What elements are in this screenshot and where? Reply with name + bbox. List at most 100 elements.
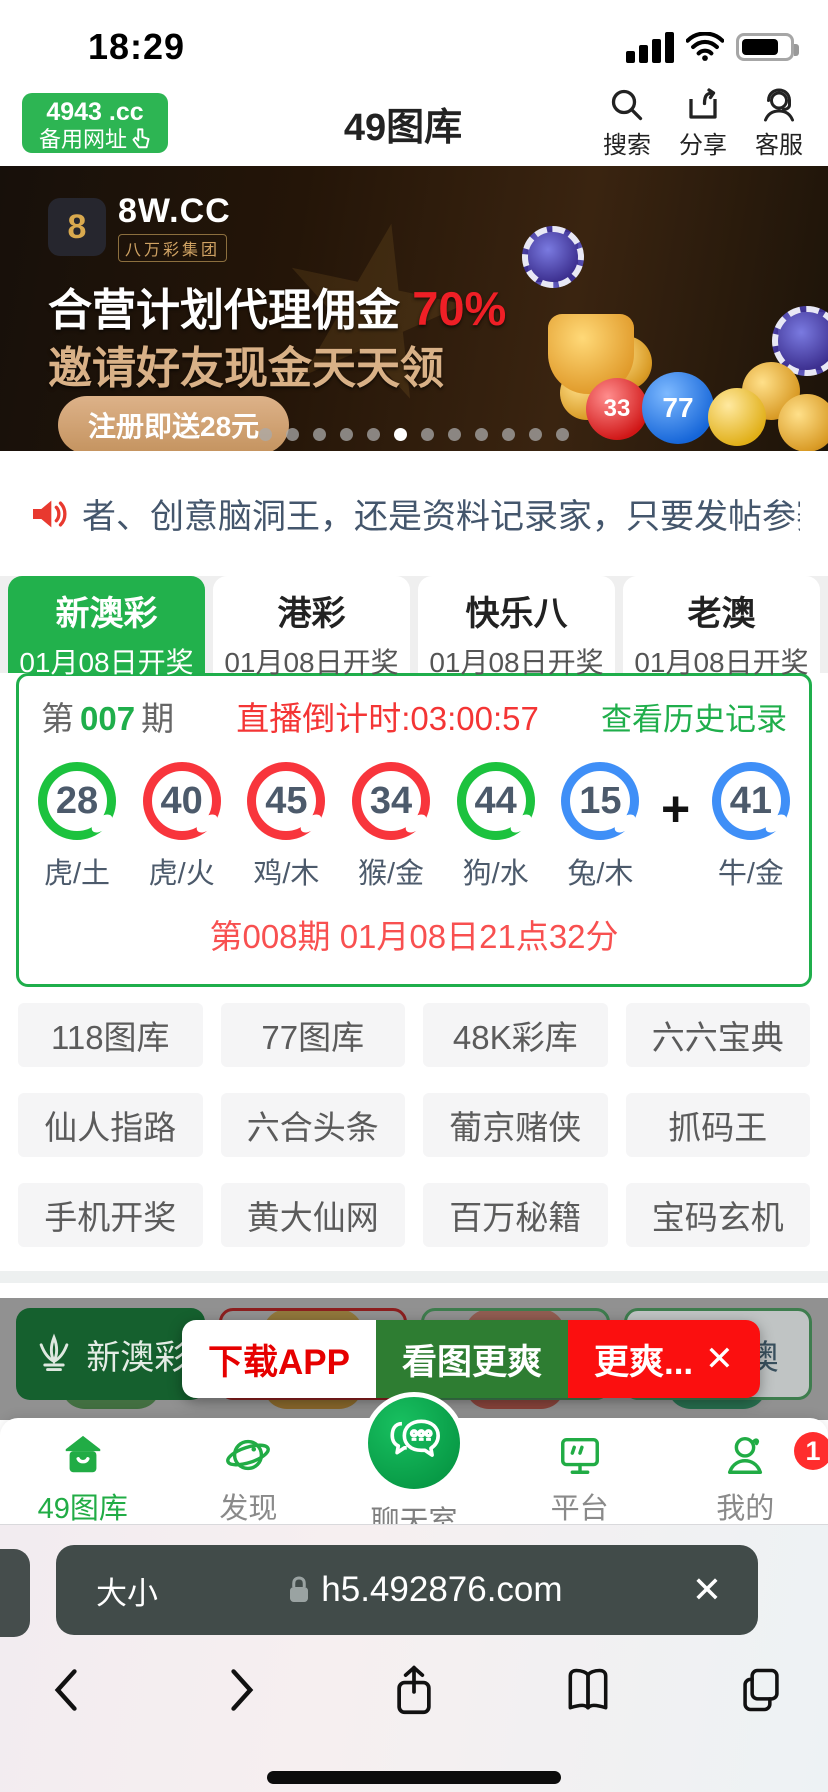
gold-coin-decor xyxy=(778,394,828,451)
brand-card-xinaocai[interactable]: 新澳彩 xyxy=(16,1308,205,1400)
tabs-button[interactable] xyxy=(738,1664,784,1716)
link-pujingduxia[interactable]: 葡京赌侠 xyxy=(423,1093,608,1157)
share-button[interactable]: 分享 xyxy=(676,87,730,160)
tab-gangcai[interactable]: 港彩 01月08日开奖 xyxy=(213,576,410,678)
tab-kuaileba[interactable]: 快乐八 01月08日开奖 xyxy=(418,576,615,678)
link-baiwanmiji[interactable]: 百万秘籍 xyxy=(423,1183,608,1247)
lotus-icon xyxy=(39,1333,69,1372)
lottery-ball-decor xyxy=(708,388,766,446)
wifi-icon xyxy=(686,32,724,61)
tab-laoao[interactable]: 老澳 01月08日开奖 xyxy=(623,576,820,678)
share-icon xyxy=(689,87,717,119)
forward-button[interactable] xyxy=(218,1664,264,1716)
ball-5: 44 狗/水 xyxy=(452,762,540,892)
address-bar[interactable]: 大小 h5.492876.com ✕ xyxy=(56,1545,758,1635)
carousel-dots[interactable] xyxy=(0,428,828,441)
customer-service-label: 客服 xyxy=(755,131,803,159)
nav-platform[interactable]: 平台 xyxy=(497,1432,663,1527)
link-shoujikaijiang[interactable]: 手机开奖 xyxy=(18,1183,203,1247)
battery-icon xyxy=(736,33,799,61)
backup-url-button[interactable]: 4943 .cc 备用网址 xyxy=(22,93,168,153)
marquee-text: 者、创意脑洞王，还是资料记录家，只要发帖参赛项目就有机会赢取丰厚奖励 xyxy=(82,498,800,536)
link-zhuamawang[interactable]: 抓码王 xyxy=(625,1093,810,1157)
notification-badge: 1 xyxy=(794,1432,828,1470)
plus-sign: + xyxy=(661,781,691,837)
site-header: 4943 .cc 备用网址 49图库 搜索 分享 客服 xyxy=(0,80,828,166)
promo-banner[interactable]: ★ 8 8W.CC 八万彩集团 合营计划代理佣金 70% 邀请好友现金天天领 注… xyxy=(0,166,828,451)
section-divider xyxy=(0,1271,828,1283)
safari-bottom-chrome: 大小 h5.492876.com ✕ xyxy=(0,1524,828,1792)
share-label: 分享 xyxy=(679,131,727,159)
url-text: h5.492876.com xyxy=(321,1570,563,1609)
home-indicator[interactable] xyxy=(267,1771,561,1784)
ball-1: 28 虎/土 xyxy=(33,762,121,892)
clock: 18:29 xyxy=(88,26,186,67)
search-label: 搜索 xyxy=(603,131,651,159)
bookmarks-button[interactable] xyxy=(565,1664,611,1716)
lottery-ball-decor: 33 xyxy=(586,378,648,440)
link-118tuku[interactable]: 118图库 xyxy=(18,1003,203,1067)
banner-subheadline: 邀请好友现金天天领 xyxy=(48,344,444,393)
page-title: 49图库 xyxy=(343,106,463,149)
commission-percent: 70% xyxy=(412,282,507,335)
signal-icon xyxy=(626,31,674,63)
link-48kcaiku[interactable]: 48K彩库 xyxy=(423,1003,608,1067)
brand-logo-icon: 8 xyxy=(48,198,106,256)
nav-49tuku[interactable]: 49图库 xyxy=(0,1432,166,1527)
home-gallery-icon xyxy=(65,1435,101,1473)
result-balls: 28 虎/土 40 虎/火 45 鸡/木 34 猴/金 44 狗/水 15 兔/木 + 41… xyxy=(29,762,799,892)
ball-2: 40 虎/火 xyxy=(138,762,226,892)
dismiss-banner-button[interactable]: 更爽... ✕ xyxy=(567,1320,760,1398)
stop-loading-button[interactable]: ✕ xyxy=(691,1569,722,1610)
ball-3: 45 鸡/木 xyxy=(242,762,330,892)
close-icon[interactable]: ✕ xyxy=(705,1340,734,1378)
link-xianrenzhilu[interactable]: 仙人指路 xyxy=(18,1093,203,1157)
quick-links-grid: 118图库 77图库 48K彩库 六六宝典 仙人指路 六合头条 葡京赌侠 抓码王… xyxy=(18,1003,810,1271)
ball-4: 34 猴/金 xyxy=(347,762,435,892)
download-app-bar: 下载APP 看图更爽 更爽... ✕ xyxy=(182,1320,760,1398)
nav-chatroom-button[interactable] xyxy=(363,1392,465,1494)
tab-xinaocai[interactable]: 新澳彩 01月08日开奖 xyxy=(8,576,205,678)
backup-url: 4943 .cc xyxy=(46,98,144,126)
nav-profile[interactable]: 我的 xyxy=(662,1432,828,1527)
backup-url-label: 备用网址 xyxy=(38,126,127,152)
headset-icon xyxy=(764,87,794,121)
download-app-button[interactable]: 下载APP xyxy=(182,1320,376,1398)
status-bar: 18:29 xyxy=(0,0,828,80)
brand-name: 8W.CC xyxy=(118,192,231,230)
planet-icon xyxy=(226,1439,271,1471)
view-in-app-button[interactable]: 看图更爽 xyxy=(375,1320,568,1398)
hand-cursor-icon xyxy=(132,128,150,149)
text-size-button[interactable]: 大小 xyxy=(96,1575,158,1611)
link-huangdaxianwang[interactable]: 黄大仙网 xyxy=(220,1183,405,1247)
special-ball: 41 牛/金 xyxy=(707,762,795,892)
search-button[interactable]: 搜索 xyxy=(600,87,654,160)
chat-bubbles-icon xyxy=(390,1419,440,1457)
ball-6: 15 兔/木 xyxy=(556,762,644,892)
link-liuhetoutiao[interactable]: 六合头条 xyxy=(220,1093,405,1157)
history-link[interactable]: 查看历史记录 xyxy=(601,701,787,737)
next-draw-info: 第008期 01月08日21点32分 xyxy=(209,918,619,955)
register-bonus-button[interactable]: 注册即送28元 xyxy=(58,396,290,451)
nav-discover[interactable]: 发现 xyxy=(166,1432,332,1527)
active-dot xyxy=(394,428,407,441)
live-countdown: 直播倒计时:03:00:57 xyxy=(236,700,539,737)
link-baomaxuanji[interactable]: 宝码玄机 xyxy=(625,1183,810,1247)
link-liuliubaodian[interactable]: 六六宝典 xyxy=(625,1003,810,1067)
brand-subtitle: 八万彩集团 xyxy=(118,234,228,262)
lottery-tabs: 新澳彩 01月08日开奖 港彩 01月08日开奖 快乐八 01月08日开奖 老澳… xyxy=(0,576,828,678)
user-icon xyxy=(728,1436,763,1474)
speaker-icon xyxy=(33,500,67,527)
customer-service-button[interactable]: 客服 xyxy=(752,87,806,160)
back-button[interactable] xyxy=(44,1664,90,1716)
banner-headline: 合营计划代理佣金 70% xyxy=(48,282,507,335)
adjacent-tab-edge[interactable] xyxy=(0,1549,30,1637)
monitor-icon xyxy=(560,1437,599,1474)
share-sheet-button[interactable] xyxy=(391,1664,437,1716)
link-77tuku[interactable]: 77图库 xyxy=(220,1003,405,1067)
lock-icon xyxy=(290,1576,309,1602)
search-icon xyxy=(611,89,643,120)
poker-chip-decor xyxy=(522,226,584,288)
issue-number: 第 007 期 xyxy=(41,700,175,737)
